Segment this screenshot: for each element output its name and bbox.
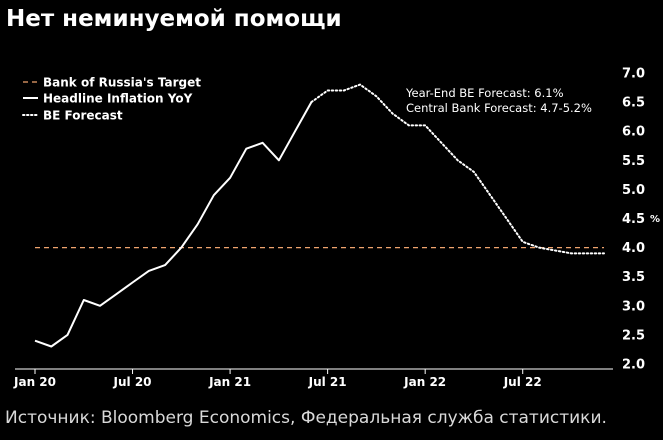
x-tick-label: Jul 20 [113,375,152,389]
x-tick-label: Jul 22 [503,375,542,389]
x-tick-label: Jul 21 [308,375,347,389]
y-tick-label: 6.0 [622,125,645,140]
y-tick-label: 7.0 [622,67,645,82]
chart-annotations: Year-End BE Forecast: 6.1%Central Bank F… [405,86,592,115]
chart-series [34,83,605,348]
y-axis-unit: % [650,214,660,225]
x-tick-label: Jan 20 [13,375,56,389]
series-line-solid [34,101,313,348]
forecast-annotation: Year-End BE Forecast: 6.1% [405,86,564,100]
y-tick-label: 5.0 [622,183,645,198]
legend-label: BE Forecast [43,109,123,123]
source-note: Источник: Bloomberg Economics, Федеральн… [5,408,607,428]
series-line-dotted [310,83,605,255]
y-tick-label: 3.5 [622,270,645,285]
forecast-annotation: Central Bank Forecast: 4.7-5.2% [406,101,592,115]
legend-label: Bank of Russia's Target [43,76,201,90]
page-title: Нет неминуемой помощи [6,6,342,32]
y-tick-label: 4.0 [622,241,645,256]
x-tick-label: Jan 22 [403,375,446,389]
legend-label: Headline Inflation YoY [43,92,193,106]
y-tick-label: 2.0 [622,358,645,373]
y-tick-label: 2.5 [622,328,645,343]
x-tick-label: Jan 21 [208,375,251,389]
y-tick-label: 5.5 [622,154,645,169]
y-tick-label: 6.5 [622,96,645,111]
y-tick-label: 3.0 [622,299,645,314]
chart-axes: Jan 20 Jul 20 Jan 21 Jul 21 Jan 22 Jul 22 2.0 2… [13,67,660,390]
y-tick-label: 4.5 [622,212,645,227]
chart-legend: Bank of Russia's Target Headline Inflatio… [22,76,201,123]
